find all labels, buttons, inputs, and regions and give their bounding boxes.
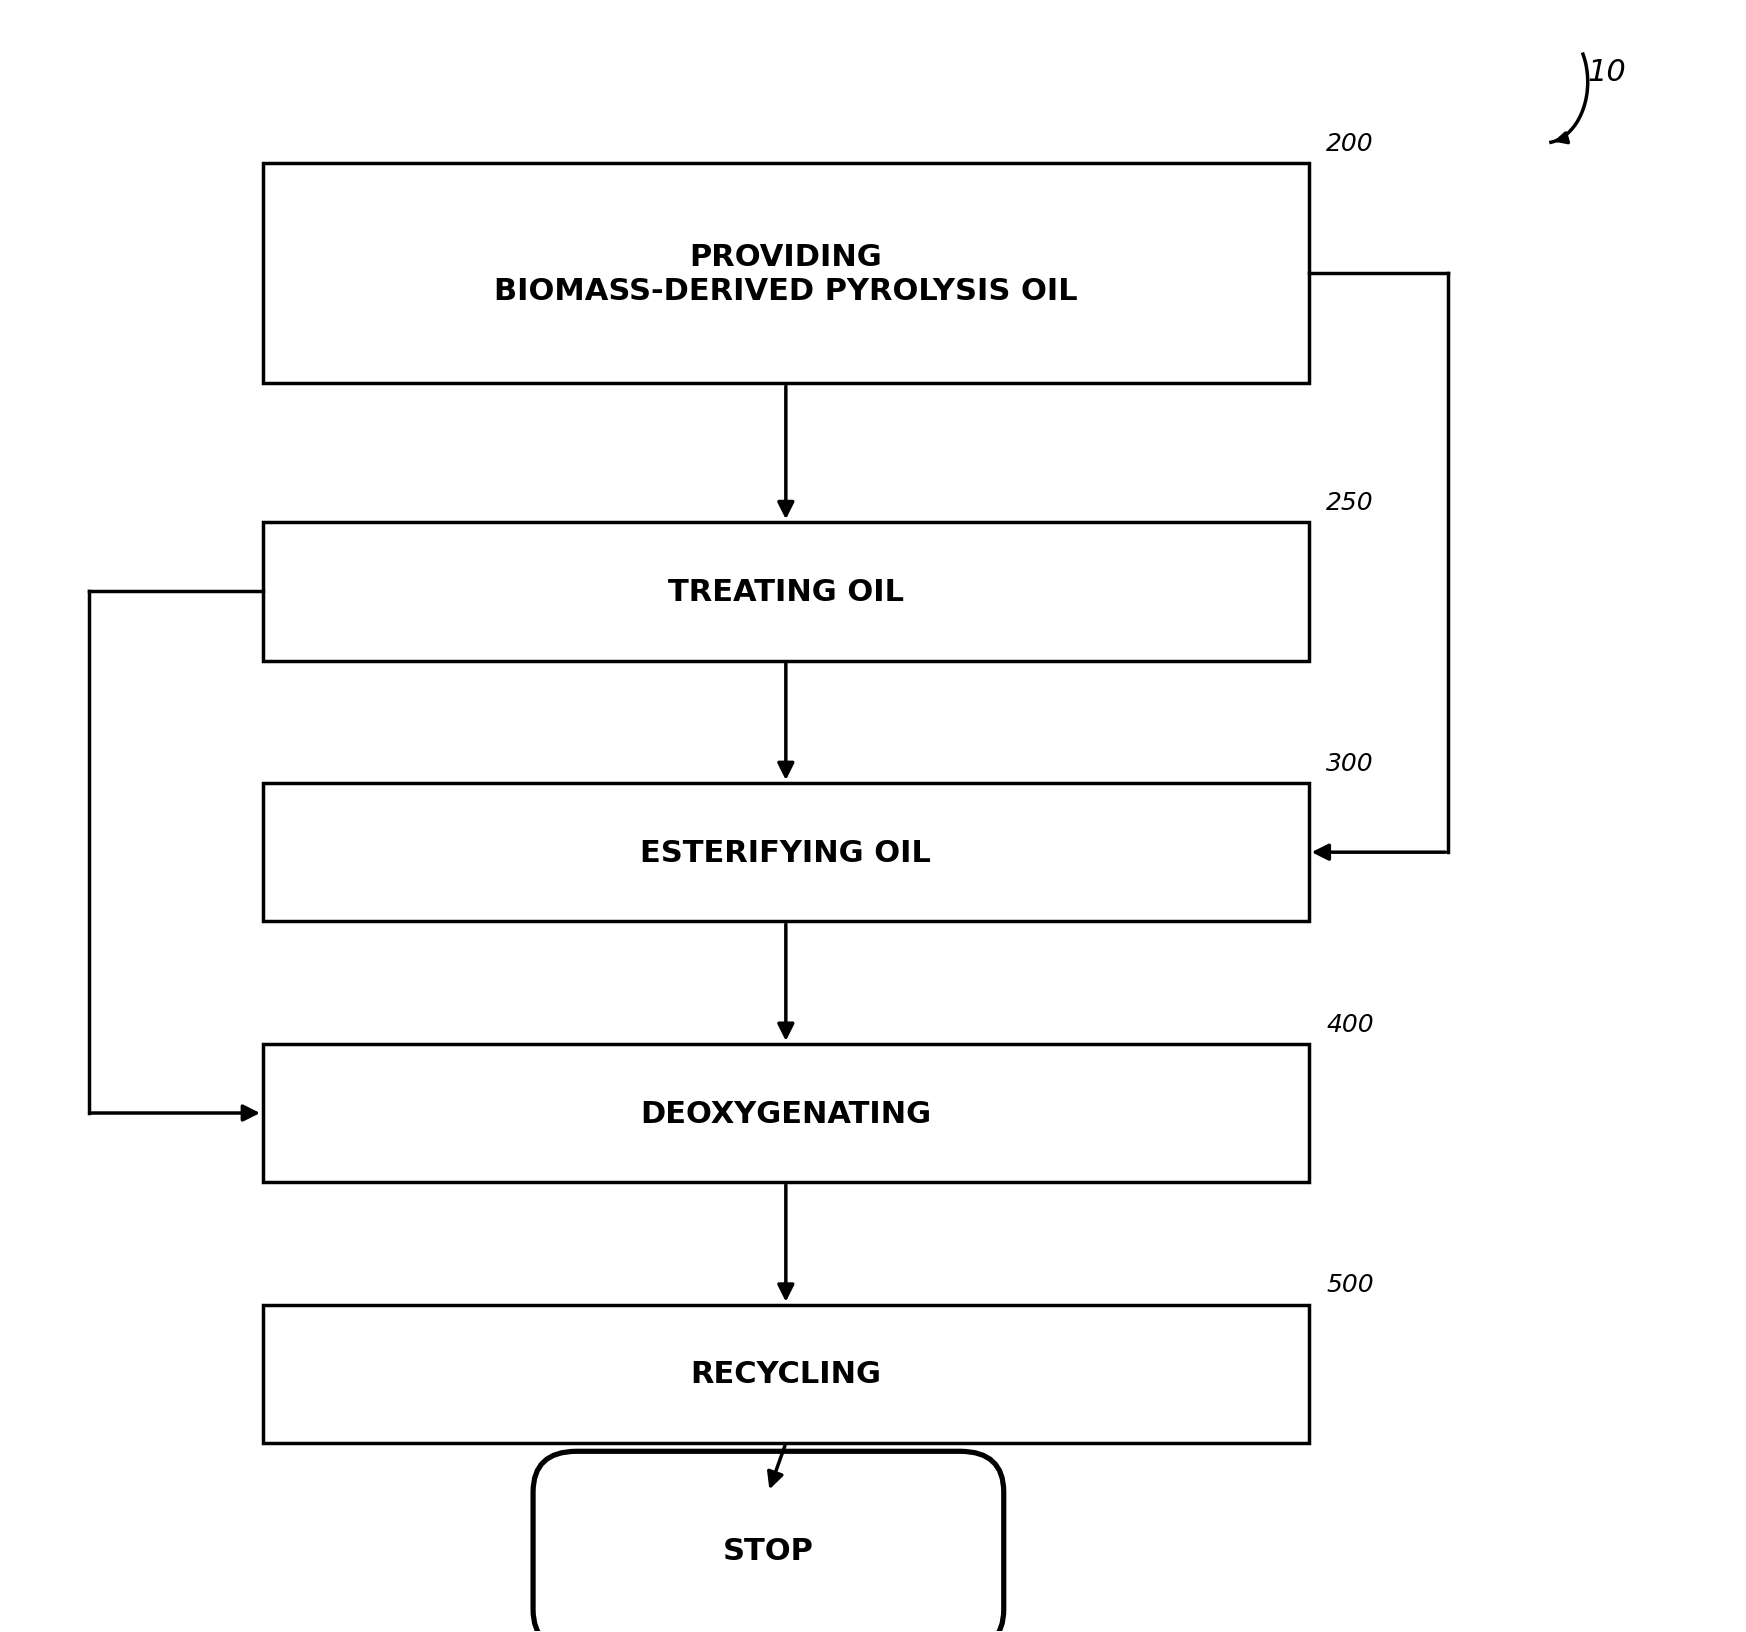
FancyBboxPatch shape (533, 1451, 1004, 1632)
Bar (264, 783, 1310, 922)
Text: 10: 10 (1587, 59, 1627, 88)
Bar (264, 165, 1310, 384)
Text: STOP: STOP (723, 1536, 814, 1565)
Text: TREATING OIL: TREATING OIL (667, 578, 904, 607)
Bar (264, 1044, 1310, 1183)
Bar (264, 1304, 1310, 1443)
Text: DEOXYGENATING: DEOXYGENATING (641, 1098, 931, 1128)
Text: 500: 500 (1327, 1273, 1374, 1296)
Text: 300: 300 (1327, 751, 1374, 775)
Text: RECYCLING: RECYCLING (690, 1359, 882, 1389)
Text: PROVIDING
BIOMASS-DERIVED PYROLYSIS OIL: PROVIDING BIOMASS-DERIVED PYROLYSIS OIL (494, 243, 1077, 305)
Text: 250: 250 (1327, 491, 1374, 514)
Bar (264, 522, 1310, 661)
Text: 400: 400 (1327, 1012, 1374, 1036)
Text: 200: 200 (1327, 132, 1374, 157)
Text: ESTERIFYING OIL: ESTERIFYING OIL (641, 839, 931, 867)
